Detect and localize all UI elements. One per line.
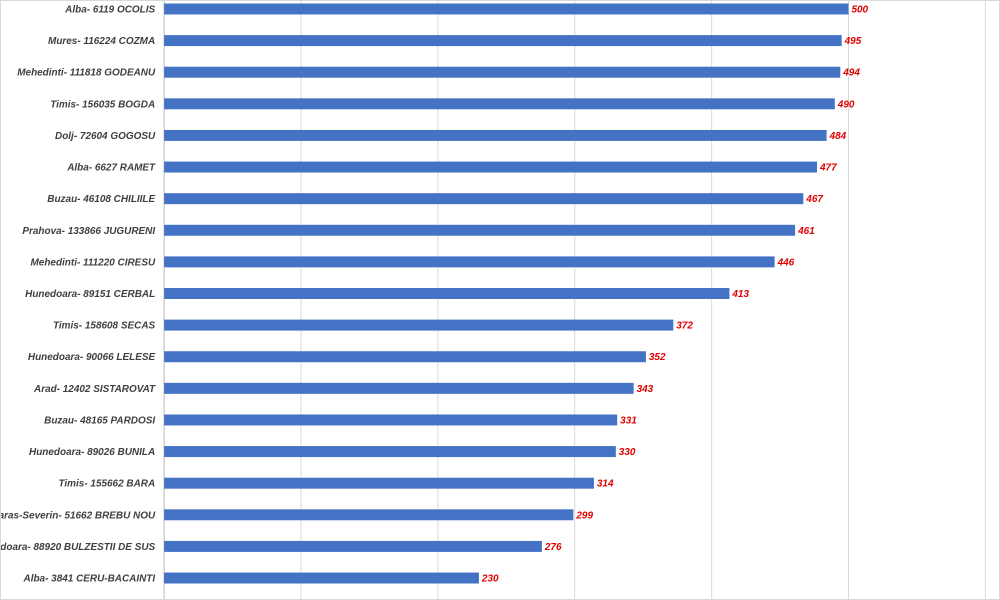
category-label: Hunedoara- 88920 BULZESTII DE SUS [0,542,156,553]
bars [164,3,849,584]
category-label: Timis- 155662 BARA [59,479,156,490]
bar [164,288,730,299]
bar [164,256,775,268]
value-label: 230 [481,574,499,585]
bar [164,572,479,584]
gridlines [163,1,986,599]
category-labels: Alba- 6119 OCOLIS Mures- 116224 COZMA Mehe… [0,4,156,585]
value-label: 495 [844,36,862,47]
value-label: 500 [851,4,868,15]
bar [164,382,634,394]
bar [164,129,827,141]
bar [164,224,796,236]
category-label: Arad- 12402 SISTAROVAT [33,384,156,395]
category-label: Alba- 6119 OCOLIS [64,4,155,15]
category-label: Dolj- 72604 GOGOSU [55,131,156,142]
category-label: Buzau- 48165 PARDOSI [44,415,155,426]
bar [164,414,618,426]
category-label: Mehedinti- 111818 GODEANU [17,68,156,79]
value-label: 461 [797,226,815,237]
bar [164,193,804,205]
bar [164,540,542,552]
bar [164,477,594,489]
category-label: Hunedoara- 89151 CERBAL [25,289,155,300]
category-label: Alba- 3841 CERU-BACAINTI [23,574,156,585]
value-label: 484 [829,131,847,142]
category-label: Prahova- 133866 JUGURENI [22,226,155,237]
bar [164,3,849,15]
bar [164,35,842,47]
value-label: 343 [637,384,654,395]
category-label: Buzau- 46108 CHILIILE [47,194,155,205]
bar [164,446,616,458]
category-label: Caras-Severin- 51662 BREBU NOU [0,510,156,521]
value-label: 314 [597,479,614,490]
category-label: Timis- 158608 SECAS [53,321,156,332]
category-label: Timis- 156035 BOGDA [50,99,155,110]
category-label: Alba- 6627 RAMET [66,163,156,174]
bar [164,161,818,173]
value-label: 446 [777,257,795,268]
category-label: Hunedoara- 89026 BUNILA [29,447,155,458]
category-label: Hunedoara- 90066 LELESE [28,352,156,363]
value-labels: 500 495 494 490 484 477 467 461 446 413 372 352 343 3… [481,4,869,584]
value-label: 331 [620,415,637,426]
value-label: 352 [649,352,666,363]
value-label: 372 [676,321,693,332]
category-label: Mehedinti- 111220 CIRESU [31,257,156,268]
bar [164,351,646,363]
category-label: Mures- 116224 COZMA [48,36,155,47]
value-label: 467 [805,194,823,205]
bar [164,98,835,110]
bar [164,319,674,331]
value-label: 490 [837,99,855,110]
value-label: 413 [731,289,749,300]
bar [164,509,574,521]
value-label: 477 [819,163,837,174]
value-label: 494 [842,68,860,79]
value-label: 276 [544,542,562,553]
value-label: 299 [575,510,593,521]
value-label: 330 [619,447,636,458]
bar [164,66,841,78]
